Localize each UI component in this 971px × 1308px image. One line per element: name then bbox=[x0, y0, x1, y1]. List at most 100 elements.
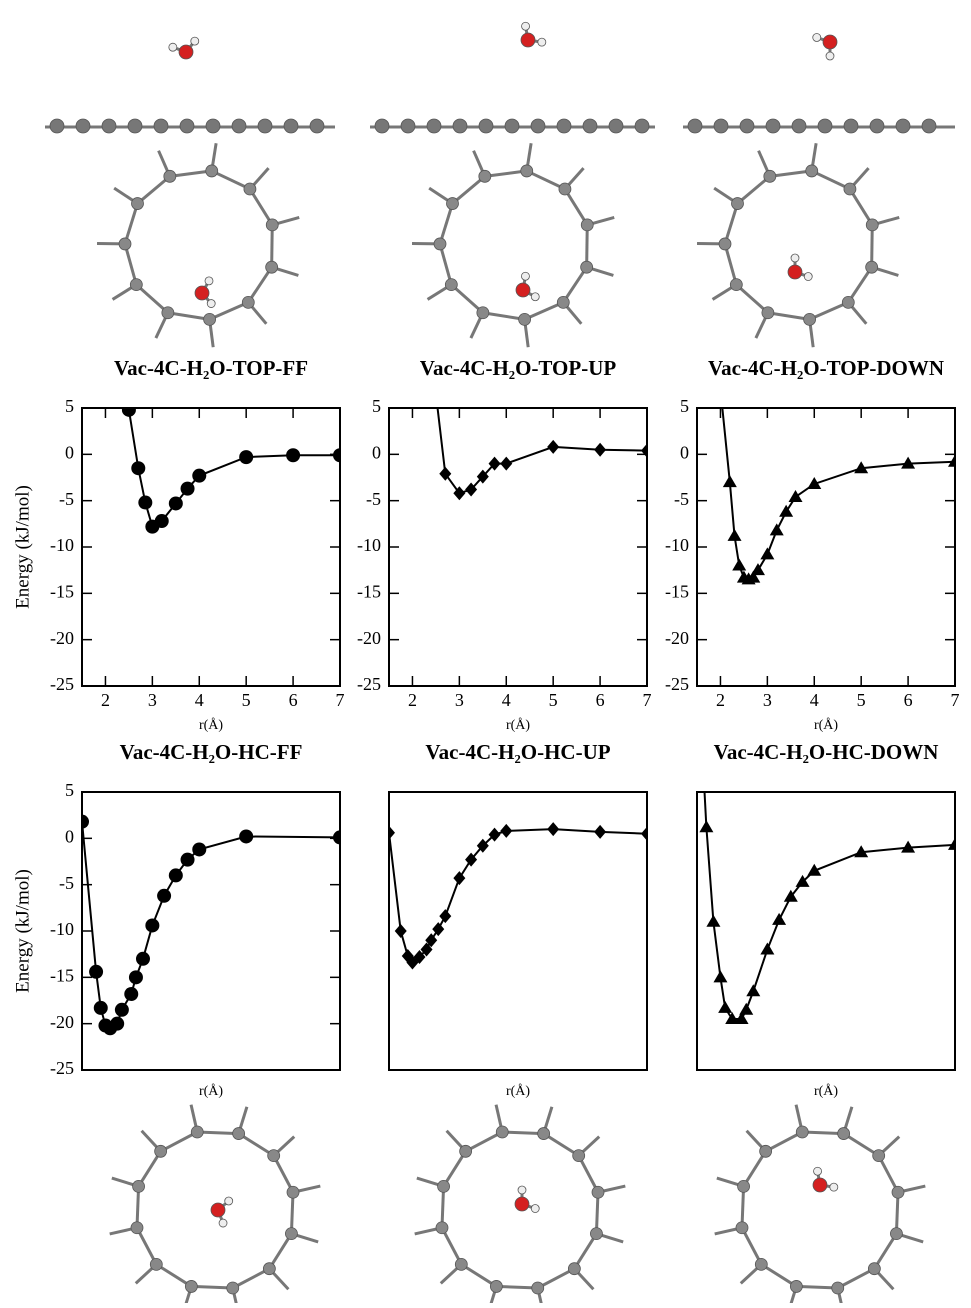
data-point bbox=[713, 382, 727, 394]
y-axis-label: Energy (kJ/mol) bbox=[12, 869, 33, 993]
atom bbox=[232, 119, 246, 133]
y-tick-label: 5 bbox=[65, 780, 74, 800]
atom bbox=[76, 119, 90, 133]
atom bbox=[242, 296, 254, 308]
y-tick-label: 0 bbox=[372, 442, 381, 462]
data-line bbox=[82, 822, 340, 1029]
atom bbox=[868, 1263, 880, 1275]
y-tick-label: -20 bbox=[357, 628, 381, 648]
atom bbox=[285, 1228, 297, 1240]
y-tick-label: -25 bbox=[357, 674, 381, 694]
atom bbox=[211, 1203, 225, 1217]
atom bbox=[490, 1280, 502, 1292]
y-tick-label: -15 bbox=[665, 581, 689, 601]
atom bbox=[179, 45, 193, 59]
x-axis-label: r(Å) bbox=[814, 717, 838, 733]
data-line bbox=[129, 410, 340, 527]
y-tick-label: 0 bbox=[680, 442, 689, 462]
y-tick-label: -20 bbox=[50, 1012, 74, 1032]
atom bbox=[760, 1145, 772, 1157]
atom bbox=[505, 119, 519, 133]
atom bbox=[219, 1219, 227, 1227]
atom bbox=[169, 43, 177, 51]
chart: Vac-4C-H₂O-HC-UPr(Å) bbox=[383, 740, 653, 1099]
atom bbox=[521, 33, 535, 47]
atom bbox=[516, 283, 530, 297]
atom bbox=[225, 1197, 233, 1205]
atom bbox=[268, 1150, 280, 1162]
data-point bbox=[124, 987, 138, 1001]
y-tick-label: -25 bbox=[50, 674, 74, 694]
atom bbox=[573, 1150, 585, 1162]
atom bbox=[804, 313, 816, 325]
atom bbox=[826, 52, 834, 60]
atom bbox=[50, 119, 64, 133]
data-point bbox=[439, 909, 451, 923]
data-point bbox=[746, 984, 760, 996]
atom bbox=[581, 261, 593, 273]
chart-title: Vac-4C-H₂O-HC-DOWN bbox=[714, 740, 939, 764]
atom bbox=[521, 272, 529, 280]
data-point bbox=[115, 1003, 129, 1017]
atom bbox=[714, 119, 728, 133]
atom bbox=[568, 1263, 580, 1275]
data-point bbox=[430, 387, 442, 401]
data-point bbox=[145, 918, 159, 932]
data-point bbox=[129, 970, 143, 984]
atom bbox=[922, 119, 936, 133]
y-tick-label: -5 bbox=[59, 873, 74, 893]
atom bbox=[436, 1222, 448, 1234]
x-tick-label: 4 bbox=[810, 690, 819, 710]
atom bbox=[207, 300, 215, 308]
atom bbox=[258, 119, 272, 133]
atom bbox=[838, 1128, 850, 1140]
x-axis-label: r(Å) bbox=[506, 717, 530, 733]
atom bbox=[128, 119, 142, 133]
atom bbox=[162, 307, 174, 319]
data-point bbox=[181, 853, 195, 867]
atom bbox=[791, 254, 799, 262]
atom bbox=[866, 261, 878, 273]
atom bbox=[531, 119, 545, 133]
data-point bbox=[723, 475, 737, 487]
plot-frame bbox=[82, 408, 340, 686]
atom bbox=[764, 170, 776, 182]
atom bbox=[479, 119, 493, 133]
atom bbox=[164, 170, 176, 182]
data-point bbox=[713, 970, 727, 982]
y-tick-label: -20 bbox=[50, 628, 74, 648]
atom bbox=[155, 1145, 167, 1157]
atom bbox=[154, 119, 168, 133]
atom bbox=[890, 1228, 902, 1240]
plot-frame bbox=[697, 792, 955, 1070]
atom bbox=[559, 183, 571, 195]
data-point bbox=[500, 824, 512, 838]
data-point bbox=[789, 490, 803, 502]
atom bbox=[557, 296, 569, 308]
atom bbox=[206, 165, 218, 177]
atom bbox=[531, 293, 539, 301]
data-point bbox=[89, 965, 103, 979]
y-tick-label: -25 bbox=[50, 1058, 74, 1078]
data-point bbox=[192, 842, 206, 856]
atom bbox=[866, 219, 878, 231]
atom bbox=[133, 1180, 145, 1192]
atom bbox=[806, 165, 818, 177]
x-tick-label: 2 bbox=[408, 690, 417, 710]
atom bbox=[102, 119, 116, 133]
atom bbox=[191, 37, 199, 45]
y-axis-label: Energy (kJ/mol) bbox=[12, 485, 33, 609]
y-tick-label: -10 bbox=[665, 535, 689, 555]
x-tick-label: 6 bbox=[904, 690, 913, 710]
y-tick-label: -15 bbox=[357, 581, 381, 601]
y-tick-label: -5 bbox=[674, 489, 689, 509]
atom bbox=[688, 119, 702, 133]
atom bbox=[804, 273, 812, 281]
y-tick-label: 5 bbox=[65, 396, 74, 416]
data-point bbox=[594, 443, 606, 457]
atom bbox=[583, 119, 597, 133]
data-point bbox=[169, 496, 183, 510]
